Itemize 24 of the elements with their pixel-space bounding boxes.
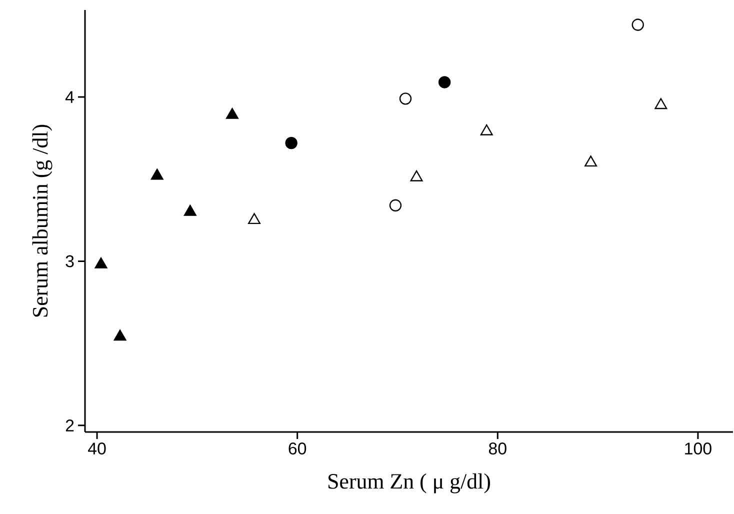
point — [94, 257, 108, 268]
point — [584, 156, 598, 167]
point — [654, 98, 668, 110]
x-tick-label: 60 — [288, 442, 306, 455]
point — [150, 168, 164, 180]
point — [248, 213, 260, 224]
point — [114, 330, 126, 341]
x-axis-title: Serum Zn ( μ g/dl) — [328, 473, 490, 494]
y-tick-label: 4 — [65, 91, 74, 103]
point — [438, 76, 451, 88]
point — [226, 108, 238, 119]
x-tick-label: 40 — [88, 442, 106, 455]
point — [184, 204, 196, 216]
y-axis-title: Serum albumin (g /dl) — [32, 124, 52, 317]
point — [389, 199, 402, 212]
point — [399, 92, 412, 105]
y-tick-label: 3 — [66, 255, 74, 268]
point — [410, 170, 423, 182]
point — [632, 18, 644, 31]
y-tick-label: 2 — [66, 420, 74, 432]
x-tick-label: 80 — [488, 442, 506, 455]
point — [285, 136, 298, 150]
point — [480, 124, 493, 136]
x-tick-label: 100 — [685, 442, 712, 455]
